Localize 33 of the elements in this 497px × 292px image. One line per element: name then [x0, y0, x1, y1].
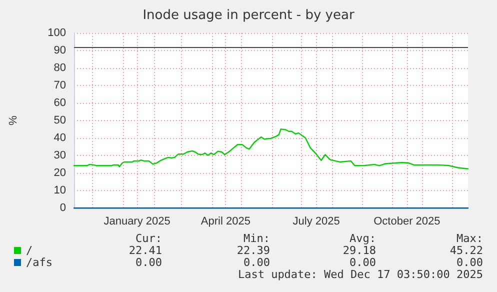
x-tick-label: October 2025 [374, 216, 440, 228]
line-series [73, 128, 469, 170]
text: Cur: [134, 232, 162, 245]
y-tick-label: 60 [54, 97, 66, 109]
chart-title: Inode usage in percent - by year [142, 8, 355, 23]
y-tick-label: 0 [60, 202, 66, 214]
text: 0.00 [134, 256, 162, 269]
y-tick-label: 70 [54, 80, 66, 92]
text: 22.41 [128, 244, 162, 257]
y-tick-label: 10 [54, 184, 66, 196]
x-tick-label: July 2025 [292, 216, 340, 228]
y-tick-label: 30 [54, 150, 66, 162]
y-tick-label: 80 [54, 62, 66, 74]
text: Max: [456, 232, 483, 245]
y-tick-label: 40 [54, 132, 66, 144]
y-tick-label: 50 [54, 114, 66, 126]
x-tick-label: April 2025 [200, 216, 250, 228]
text: 45.22 [448, 244, 483, 257]
text: Min: [242, 232, 270, 245]
y-tick-label: 100 [48, 27, 66, 39]
text: Avg: [348, 232, 376, 245]
x-tick-label: January 2025 [104, 216, 170, 228]
legend-label: /afs [26, 256, 52, 269]
text: Last update: Wed Dec 17 03:50:00 2025 [238, 268, 483, 281]
text: 0.00 [456, 256, 483, 269]
text: 0.00 [348, 256, 376, 269]
legend-label: / [26, 244, 33, 257]
text: 29.18 [342, 244, 376, 257]
y-tick-label: 90 [54, 44, 66, 56]
y-axis-title: % [8, 115, 20, 126]
text: 22.39 [236, 244, 270, 257]
y-tick-label: 20 [54, 167, 66, 179]
text: 0.00 [242, 256, 270, 269]
